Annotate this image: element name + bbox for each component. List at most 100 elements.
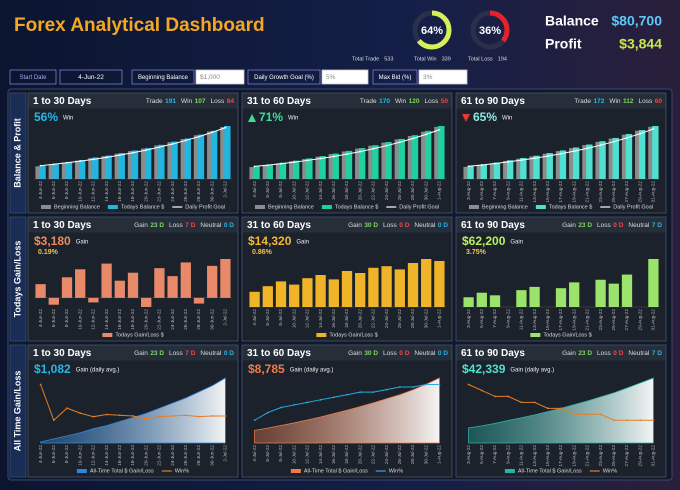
line-point-decor: [293, 404, 296, 406]
x-tick-label: 23-Aug-22: [598, 445, 603, 467]
x-tick-label: 14-Jun-22: [104, 309, 109, 330]
bar: [118, 153, 125, 179]
x-tick-label: 7-Aug-22: [492, 309, 497, 328]
line-point-decor: [398, 386, 401, 388]
line-point-decor: [66, 407, 68, 409]
line-point-decor: [520, 159, 523, 162]
bar: [75, 269, 86, 298]
stat-label: Loss: [383, 222, 397, 229]
x-tick-label: 29-Aug-22: [637, 445, 642, 467]
line-point-decor: [560, 152, 562, 155]
bar: [476, 165, 484, 179]
bar: [368, 267, 379, 307]
bar: [503, 160, 510, 179]
x-tick-label: 3-Aug-22: [466, 445, 471, 464]
x-tick-label: 6-Jun-22: [51, 309, 56, 328]
line-point-decor: [573, 150, 576, 153]
x-tick-label: 15-Aug-22: [545, 309, 550, 331]
x-tick-label: 23-Aug-22: [598, 309, 603, 331]
bar: [621, 134, 629, 179]
x-tick-label: 14-Jul-22: [318, 445, 323, 465]
line-point-decor: [385, 388, 388, 391]
legend-swatch: [535, 205, 546, 209]
x-tick-label: 25-Aug-22: [611, 309, 616, 331]
line-point-decor: [372, 391, 375, 394]
bar: [555, 288, 567, 307]
bar: [141, 297, 152, 307]
x-tick-label: 20-Jul-22: [357, 309, 362, 329]
line-point-decor: [224, 126, 227, 129]
input-label: Start Date: [19, 75, 47, 81]
bar: [266, 164, 273, 179]
line-point-decor: [332, 396, 335, 399]
input-label-box: [247, 69, 321, 85]
panel-title: 61 to 90 Days: [461, 220, 525, 231]
stat-value: 120: [409, 98, 420, 105]
legend: All-Time Total $ Gain/Loss Win%: [504, 468, 617, 474]
x-tick-label: 1-Aug-22: [437, 445, 442, 464]
legend-label: Win%: [175, 468, 189, 474]
line-point-decor: [171, 143, 174, 145]
bar: [101, 263, 112, 298]
headline-value: $14,320: [248, 234, 292, 248]
stat-value: 7 D: [185, 222, 195, 229]
x-tick-label: 16-Jul-22: [331, 445, 336, 465]
stat-value: 0 D: [438, 222, 448, 229]
bar: [341, 151, 349, 179]
stat-label: Loss: [597, 222, 611, 229]
gauge-arc: [412, 10, 452, 50]
bar: [65, 161, 73, 179]
legend-label: Todays Gain/Loss $: [543, 332, 591, 338]
trend-arrow: [248, 114, 256, 122]
x-tick-label: 17-Aug-22: [558, 181, 563, 203]
legend-swatch: [40, 205, 51, 209]
stat-label: Trade: [146, 98, 163, 105]
line-point-decor: [639, 419, 642, 422]
line-point-decor: [652, 128, 655, 130]
bar: [262, 286, 273, 307]
legend-label: Daily Profit Goal: [399, 204, 439, 210]
line-point-decor: [253, 165, 256, 168]
bar: [315, 275, 326, 307]
x-tick-label: 10-Jul-22: [291, 181, 296, 201]
panel-title: 1 to 30 Days: [33, 348, 92, 359]
line-point-decor: [105, 413, 108, 416]
line-point-decor: [280, 406, 282, 409]
x-tick-label: 26-Jun-22: [183, 181, 188, 202]
bar: [421, 259, 432, 307]
line-point-decor: [92, 415, 95, 418]
legend: All-Time Total $ Gain/Loss Win%: [76, 468, 189, 474]
stat-value: 23 D: [150, 222, 164, 229]
summary-label: Balance: [545, 13, 599, 29]
legend-label: Daily Profit Goal: [613, 204, 653, 210]
headline-sub: 0.19%: [38, 249, 59, 256]
bar: [127, 272, 139, 298]
bar: [328, 154, 336, 179]
stat-value: 23 D: [150, 350, 164, 357]
bar: [381, 266, 392, 307]
summary-label: Profit: [545, 36, 582, 52]
stat-value: 60: [655, 98, 663, 105]
input-label-box: [9, 69, 57, 85]
panel-title: 61 to 90 Days: [461, 348, 525, 359]
x-tick-label: 24-Jun-22: [170, 445, 175, 466]
bar: [381, 142, 388, 179]
line-point-decor: [359, 391, 362, 394]
x-tick-label: 18-Jul-22: [344, 309, 349, 329]
x-tick-label: 6-Jun-22: [51, 445, 56, 464]
x-tick-label: 8-Jul-22: [278, 309, 283, 326]
stat-value: 112: [623, 98, 634, 105]
stat-value: 7 D: [652, 222, 662, 229]
bar: [355, 273, 366, 307]
bar: [78, 159, 86, 179]
x-tick-label: 4-Jun-22: [38, 445, 43, 464]
line-point-decor: [480, 389, 483, 392]
x-tick-label: 20-Jul-22: [357, 445, 362, 465]
x-tick-label: 20-Jun-22: [143, 445, 148, 466]
bar: [385, 142, 392, 179]
legend-swatch: [468, 205, 479, 209]
stat-label: Win: [395, 98, 407, 105]
headline-value: $8,785: [248, 362, 285, 376]
bar: [569, 148, 576, 179]
